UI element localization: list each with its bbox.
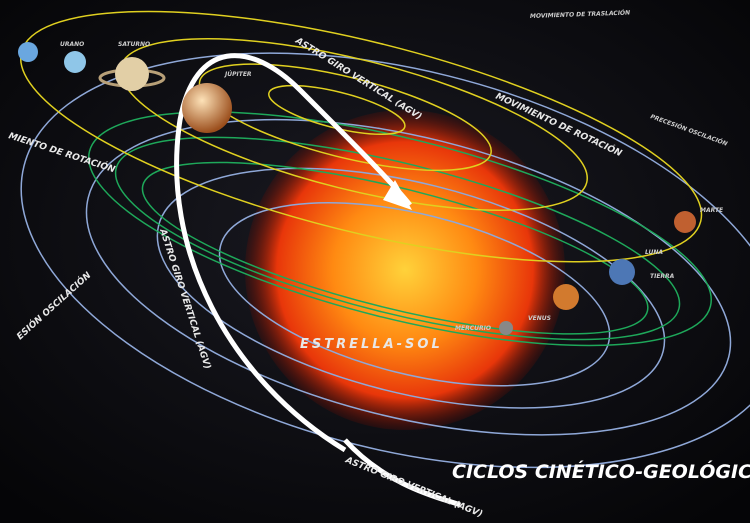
label: SATURNO	[118, 41, 150, 48]
label: TIERRA	[650, 273, 675, 280]
planet	[609, 259, 635, 285]
label: MERCURIO	[455, 325, 491, 332]
label: URANO	[60, 41, 84, 48]
planet	[18, 42, 38, 62]
label: VENUS	[528, 315, 551, 322]
label: MARTE	[700, 207, 724, 214]
planet	[64, 51, 86, 73]
label: JÚPITER	[224, 71, 252, 78]
title: CICLOS CINÉTICO-GEOLÓGICO	[452, 459, 750, 483]
planet	[182, 83, 232, 133]
planet	[499, 321, 513, 335]
label: ESTRELLA-SOL	[300, 337, 443, 352]
planet	[553, 284, 579, 310]
planet	[115, 57, 149, 91]
sun	[245, 110, 565, 430]
label: LUNA	[645, 249, 663, 256]
planet	[674, 211, 696, 233]
illustration: MOVIMIENTO DE TRASLACIÓN URANO SATURNO J…	[0, 0, 750, 523]
